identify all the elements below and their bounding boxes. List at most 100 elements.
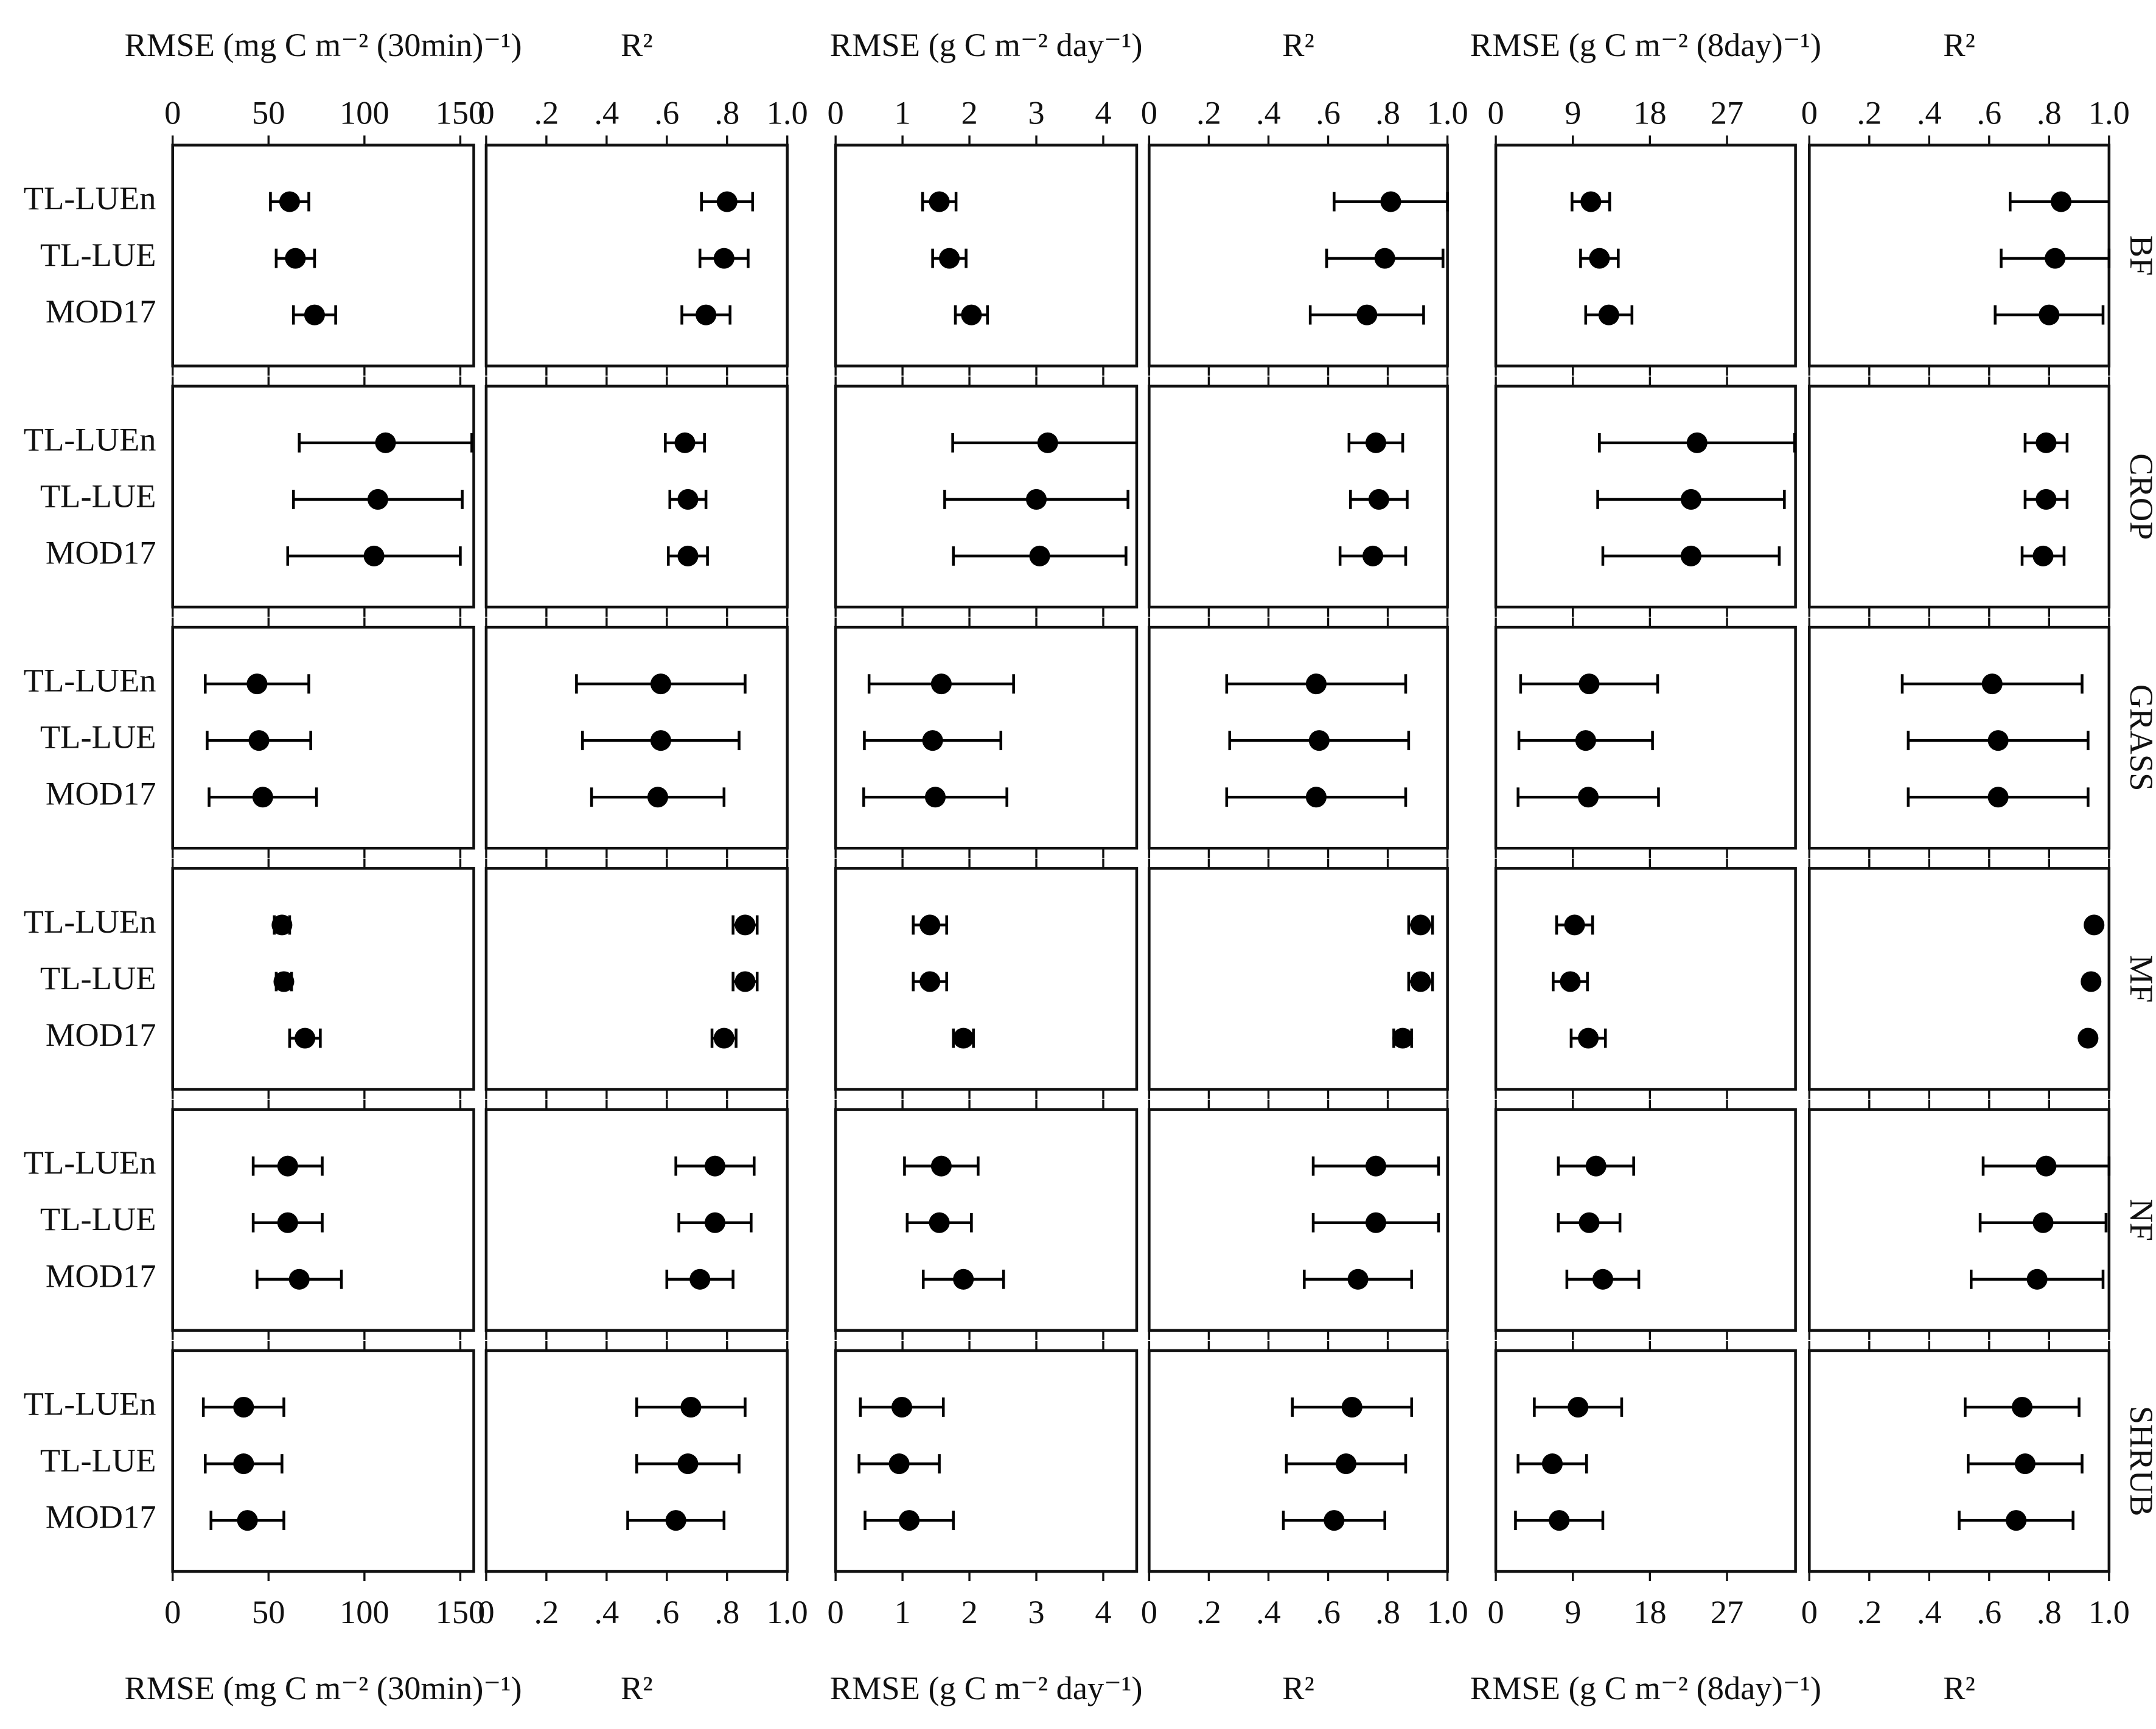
panel-frame xyxy=(171,867,475,1091)
panel-frame xyxy=(484,384,789,609)
x-tick-label: 0 xyxy=(1801,94,1818,131)
category-label: MOD17 xyxy=(46,1016,156,1053)
point xyxy=(1029,545,1050,566)
point xyxy=(1368,489,1389,510)
x-axis-title: RMSE (g C m⁻² (8day)⁻¹) xyxy=(1470,1669,1821,1706)
point xyxy=(1410,971,1431,992)
point xyxy=(696,304,717,325)
point xyxy=(930,1155,952,1177)
panel-frame xyxy=(834,384,1139,609)
point xyxy=(2045,248,2066,269)
point xyxy=(704,1155,726,1177)
x-tick-label: 0 xyxy=(164,1593,181,1630)
x-tick-label: 27 xyxy=(1711,94,1743,131)
category-label: TL-LUEn xyxy=(24,179,156,217)
point xyxy=(734,914,756,936)
point xyxy=(2051,191,2072,212)
panel-frame xyxy=(1808,384,2111,609)
x-tick-label: 0 xyxy=(1801,1593,1818,1630)
point xyxy=(1392,1028,1414,1049)
x-tick-label: .4 xyxy=(594,1593,619,1630)
row-label: CROP xyxy=(2123,453,2156,540)
point xyxy=(1541,1453,1563,1475)
point xyxy=(924,787,946,808)
panel-frame xyxy=(484,1349,789,1573)
point xyxy=(1589,248,1610,269)
x-tick-label: 18 xyxy=(1633,94,1666,131)
point xyxy=(899,1510,920,1531)
row-label: SHRUB xyxy=(2123,1406,2156,1517)
point xyxy=(939,248,960,269)
x-tick-label: .4 xyxy=(1256,94,1281,131)
point xyxy=(650,730,671,751)
point xyxy=(1579,673,1600,695)
point xyxy=(233,1396,254,1418)
point xyxy=(929,191,950,212)
point xyxy=(271,914,293,936)
point xyxy=(713,1028,734,1049)
x-tick-label: 9 xyxy=(1565,1593,1581,1630)
point xyxy=(1592,1268,1614,1290)
point xyxy=(2032,545,2054,566)
panel-frame xyxy=(171,1349,475,1573)
x-tick-label: 0 xyxy=(1141,1593,1157,1630)
panel-frame xyxy=(1808,1108,2111,1332)
category-label: TL-LUEn xyxy=(24,1385,156,1422)
panel-frame xyxy=(1494,144,1797,367)
point xyxy=(2014,1453,2036,1475)
x-tick-label: .8 xyxy=(714,1593,739,1630)
category-label: TL-LUEn xyxy=(24,903,156,940)
point xyxy=(363,545,385,566)
panel-frame xyxy=(171,625,475,850)
point xyxy=(1575,730,1596,751)
point xyxy=(1680,489,1701,510)
category-label: TL-LUEn xyxy=(24,420,156,457)
point xyxy=(2039,304,2060,325)
point xyxy=(1585,1155,1607,1177)
category-label: TL-LUE xyxy=(40,1442,156,1479)
x-tick-label: .2 xyxy=(1196,1593,1221,1630)
point xyxy=(1374,248,1395,269)
x-tick-label: 50 xyxy=(252,1593,285,1630)
x-tick-label: 3 xyxy=(1028,94,1044,131)
point xyxy=(1560,971,1581,992)
row-label: GRASS xyxy=(2123,684,2156,791)
panel-frame xyxy=(1808,1349,2111,1573)
x-tick-label: .6 xyxy=(1316,1593,1341,1630)
panel-frame xyxy=(1148,625,1449,850)
x-axis-title: R² xyxy=(1282,26,1314,63)
point xyxy=(888,1453,910,1475)
x-tick-label: 100 xyxy=(340,1593,389,1630)
x-tick-label: 27 xyxy=(1711,1593,1743,1630)
x-tick-label: 0 xyxy=(1487,1593,1504,1630)
point xyxy=(680,1396,702,1418)
point xyxy=(252,787,273,808)
x-tick-label: 3 xyxy=(1028,1593,1044,1630)
x-tick-label: .8 xyxy=(1375,1593,1400,1630)
point xyxy=(1981,673,2003,695)
x-tick-label: 0 xyxy=(828,1593,844,1630)
category-label: MOD17 xyxy=(46,775,156,812)
x-tick-label: 0 xyxy=(1487,94,1504,131)
x-tick-label: .2 xyxy=(1857,94,1882,131)
x-axis-title: R² xyxy=(621,1669,653,1706)
point xyxy=(2036,1155,2057,1177)
point xyxy=(304,304,325,325)
x-tick-label: 1.0 xyxy=(1427,94,1468,131)
panel-frame xyxy=(1808,625,2111,850)
row-label: NF xyxy=(2123,1198,2156,1241)
x-tick-label: 150 xyxy=(436,1593,486,1630)
x-tick-label: 0 xyxy=(164,94,181,131)
x-axis-title: R² xyxy=(1943,26,1975,63)
point xyxy=(1308,730,1330,751)
point xyxy=(2032,1212,2054,1233)
point xyxy=(677,489,699,510)
category-label: TL-LUE xyxy=(40,959,156,997)
point xyxy=(1380,191,1401,212)
x-tick-label: .2 xyxy=(534,94,559,131)
panel-frame xyxy=(834,144,1139,367)
point xyxy=(922,730,943,751)
point xyxy=(674,432,696,453)
category-label: TL-LUE xyxy=(40,236,156,273)
x-tick-label: .6 xyxy=(1976,1593,2001,1630)
